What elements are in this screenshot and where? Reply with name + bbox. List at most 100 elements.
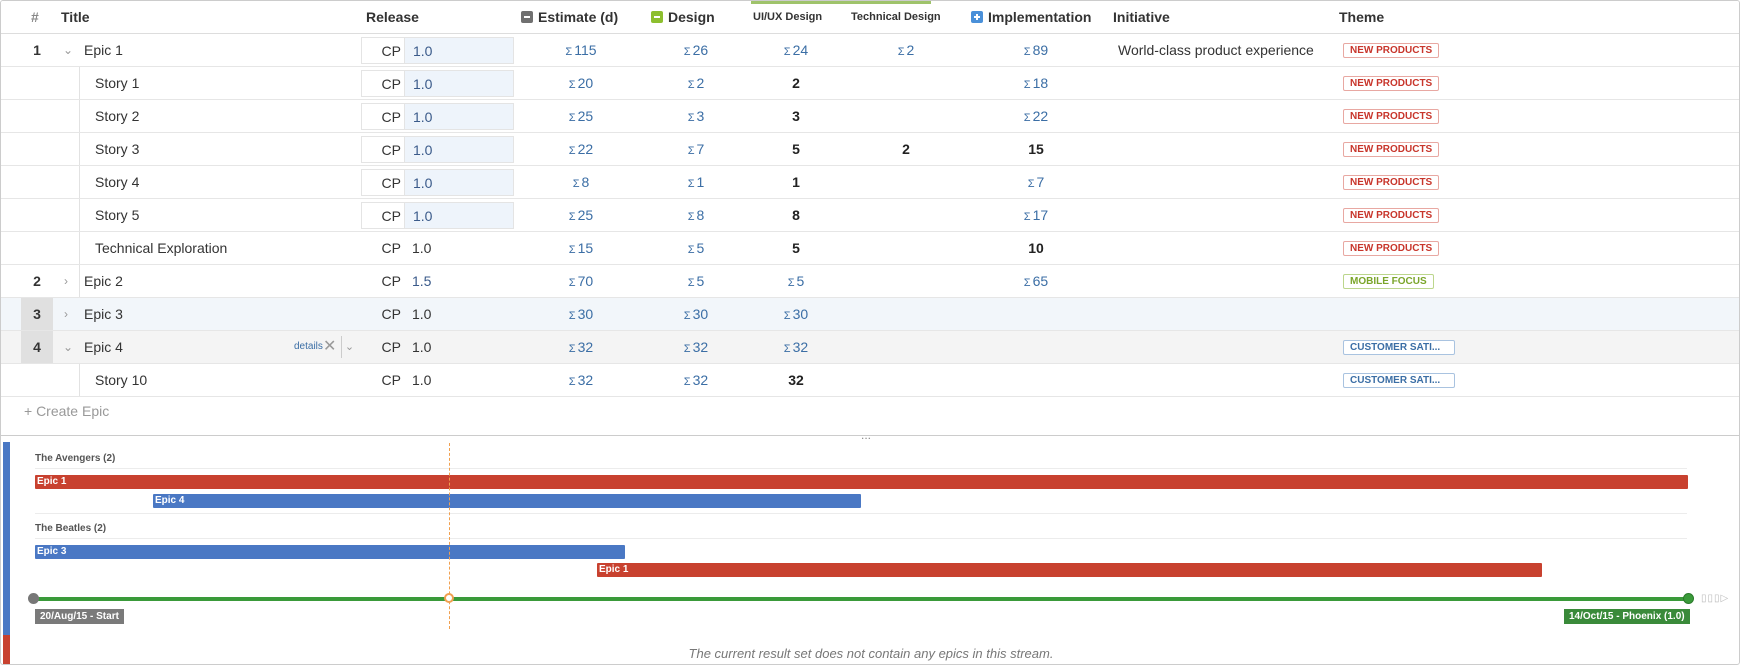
epic-bar[interactable]: Epic 1 bbox=[35, 475, 1688, 489]
release-field[interactable]: 1.0 bbox=[404, 169, 514, 196]
uiux-cell[interactable]: 1 bbox=[792, 174, 800, 190]
implementation-cell: Σ 17 bbox=[1023, 207, 1049, 223]
timeline-track[interactable] bbox=[34, 597, 1690, 601]
title-cell[interactable]: Epic 3 bbox=[84, 306, 123, 322]
details-link[interactable]: details bbox=[294, 341, 323, 352]
implementation-cell[interactable]: 10 bbox=[1028, 240, 1044, 256]
rank-cell: 1 bbox=[33, 42, 41, 58]
col-title[interactable]: Title bbox=[61, 9, 90, 25]
chevron-down-icon[interactable]: ⌄ bbox=[63, 43, 74, 57]
uiux-cell[interactable]: 8 bbox=[792, 207, 800, 223]
initiative-cell[interactable]: World-class product experience bbox=[1118, 42, 1314, 58]
theme-badge[interactable]: CUSTOMER SATI... bbox=[1343, 373, 1455, 388]
close-icon[interactable]: ✕ bbox=[323, 338, 337, 355]
stream-indicator-red bbox=[3, 635, 10, 664]
stream-group-label: The Beatles (2) bbox=[35, 523, 107, 534]
theme-badge[interactable]: NEW PRODUCTS bbox=[1343, 208, 1440, 223]
release-field[interactable]: 1.0 bbox=[412, 240, 432, 256]
start-handle[interactable] bbox=[28, 593, 39, 604]
chevron-right-icon[interactable]: › bbox=[64, 274, 68, 288]
title-cell[interactable]: Story 5 bbox=[95, 207, 140, 223]
collapse-icon[interactable] bbox=[651, 11, 663, 23]
theme-badge[interactable]: NEW PRODUCTS bbox=[1343, 241, 1440, 256]
col-estimate[interactable]: Estimate (d) bbox=[521, 1, 618, 34]
title-cell[interactable]: Story 10 bbox=[95, 372, 148, 388]
title-cell[interactable]: Story 4 bbox=[95, 174, 140, 190]
theme-badge[interactable]: NEW PRODUCTS bbox=[1343, 109, 1440, 124]
col-uiux[interactable]: UI/UX Design bbox=[753, 11, 823, 23]
chevron-down-icon[interactable]: ⌄ bbox=[63, 340, 74, 354]
theme-badge[interactable]: CUSTOMER SATI... bbox=[1343, 340, 1455, 355]
col-rank[interactable]: # bbox=[31, 9, 39, 25]
col-initiative[interactable]: Initiative bbox=[1113, 9, 1170, 25]
release-field[interactable]: 1.0 bbox=[412, 339, 432, 355]
expand-icon[interactable] bbox=[971, 11, 983, 23]
stream-group-label: The Avengers (2) bbox=[35, 453, 116, 464]
technical-cell[interactable]: 2 bbox=[902, 141, 910, 157]
theme-badge[interactable]: NEW PRODUCTS bbox=[1343, 76, 1440, 91]
epic-bar[interactable]: Epic 3 bbox=[35, 545, 625, 559]
col-technical[interactable]: Technical Design bbox=[851, 11, 941, 23]
release-field[interactable]: 1.0 bbox=[404, 103, 514, 130]
table-row[interactable]: Story 10 CP 1.0 Σ 32 Σ 32 32 CUSTOMER SATI… bbox=[1, 364, 1739, 397]
title-cell[interactable]: Story 3 bbox=[95, 141, 140, 157]
epic-bar[interactable]: Epic 1 bbox=[597, 563, 1542, 577]
estimate-cell: Σ 32 bbox=[568, 372, 594, 388]
estimate-cell: Σ 20 bbox=[568, 75, 594, 91]
release-marker-label: 14/Oct/15 - Phoenix (1.0) bbox=[1564, 609, 1690, 624]
chevron-right-icon[interactable]: › bbox=[64, 307, 68, 321]
col-implementation[interactable]: Implementation bbox=[971, 1, 1091, 34]
release-field[interactable]: 1.0 bbox=[404, 70, 514, 97]
uiux-cell[interactable]: 5 bbox=[792, 141, 800, 157]
col-theme[interactable]: Theme bbox=[1339, 9, 1385, 25]
col-release[interactable]: Release bbox=[366, 9, 419, 25]
chevron-down-icon[interactable]: ⌄ bbox=[341, 336, 357, 358]
table-row[interactable]: 3 › Epic 3 CP 1.0 Σ 30 Σ 30 Σ 30 bbox=[1, 298, 1739, 331]
release-field[interactable]: 1.0 bbox=[412, 372, 432, 388]
resize-handle[interactable]: ... bbox=[861, 428, 872, 442]
release-prefix: CP bbox=[381, 339, 401, 355]
create-epic-link[interactable]: + Create Epic bbox=[24, 403, 110, 419]
epic-bar[interactable]: Epic 4 bbox=[153, 494, 861, 508]
title-cell[interactable]: Story 1 bbox=[95, 75, 140, 91]
theme-badge[interactable]: NEW PRODUCTS bbox=[1343, 142, 1440, 157]
release-prefix: CP bbox=[361, 202, 405, 229]
title-cell[interactable]: Epic 1 bbox=[84, 42, 123, 58]
title-cell[interactable]: Epic 4 bbox=[84, 339, 123, 355]
release-field[interactable]: 1.0 bbox=[404, 136, 514, 163]
today-handle[interactable] bbox=[444, 593, 454, 603]
end-handle[interactable] bbox=[1683, 593, 1694, 604]
collapse-icon[interactable] bbox=[521, 11, 533, 23]
uiux-cell[interactable]: 5 bbox=[792, 240, 800, 256]
uiux-cell[interactable]: 32 bbox=[788, 372, 804, 388]
col-design[interactable]: Design bbox=[651, 1, 715, 34]
release-prefix: CP bbox=[361, 136, 405, 163]
uiux-cell[interactable]: 3 bbox=[792, 108, 800, 124]
theme-badge[interactable]: NEW PRODUCTS bbox=[1343, 43, 1440, 58]
release-field[interactable]: 1.0 bbox=[412, 306, 432, 322]
theme-badge[interactable]: NEW PRODUCTS bbox=[1343, 175, 1440, 190]
panel-divider[interactable] bbox=[1, 435, 1739, 436]
title-cell[interactable]: Story 2 bbox=[95, 108, 140, 124]
implementation-cell[interactable]: 15 bbox=[1028, 141, 1044, 157]
theme-badge[interactable]: MOBILE FOCUS bbox=[1343, 274, 1434, 289]
release-field[interactable]: 1.0 bbox=[404, 37, 514, 64]
title-cell[interactable]: Epic 2 bbox=[84, 273, 123, 289]
release-field[interactable]: 1.0 bbox=[404, 202, 514, 229]
uiux-cell[interactable]: 2 bbox=[792, 75, 800, 91]
title-cell[interactable]: Technical Exploration bbox=[95, 240, 228, 256]
release-field[interactable]: 1.5 bbox=[412, 273, 432, 289]
